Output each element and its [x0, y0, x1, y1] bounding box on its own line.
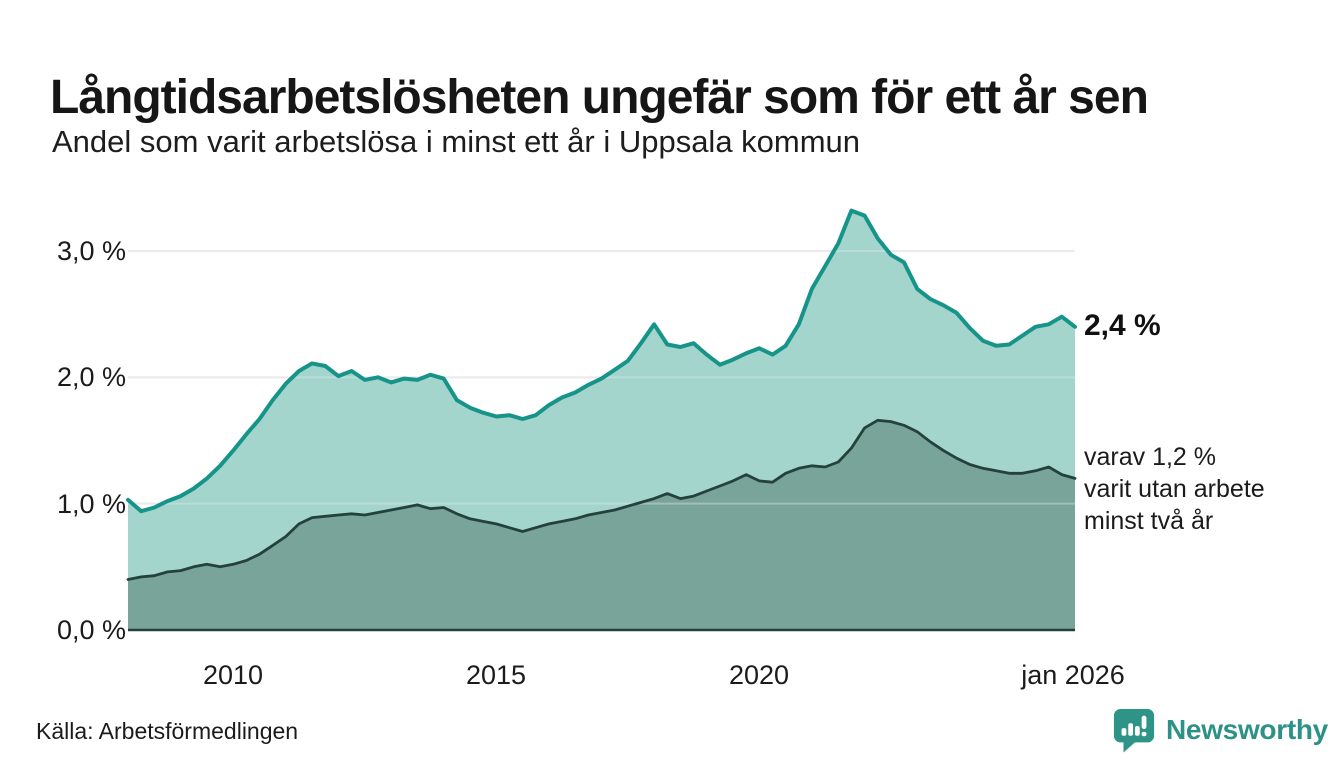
annotation-line-1: varav 1,2 %	[1084, 443, 1217, 471]
source-label: Källa: Arbetsförmedlingen	[36, 718, 299, 744]
chart-subtitle: Andel som varit arbetslösa i minst ett å…	[52, 124, 861, 159]
annotation-line-2: varit utan arbete	[1084, 475, 1265, 503]
x-axis-tick-label-2015: 2015	[465, 660, 527, 690]
end-value-label: 2,4 %	[1084, 309, 1161, 342]
chart-title: Långtidsarbetslösheten ungefär som för e…	[50, 71, 1149, 125]
newsworthy-logo-icon	[1112, 707, 1156, 753]
y-axis-tick-label-0: 0,0 %	[56, 615, 126, 645]
y-axis-tick-label-3: 3,0 %	[56, 236, 126, 266]
y-axis-tick-label-1: 1,0 %	[56, 489, 126, 519]
newsworthy-logo[interactable]: Newsworthy	[1112, 707, 1328, 753]
x-axis-tick-label-2020: 2020	[728, 660, 790, 690]
x-axis-tick-label-2010: 2010	[202, 660, 264, 690]
x-axis-tick-label-jan-2026: jan 2026	[1021, 660, 1125, 690]
secondary-series-annotation: varav 1,2 % varit utan arbete minst två …	[1084, 441, 1265, 537]
y-axis-tick-label-2: 2,0 %	[56, 362, 126, 392]
newsworthy-logo-text: Newsworthy	[1166, 714, 1328, 745]
annotation-line-3: minst två år	[1084, 507, 1214, 535]
